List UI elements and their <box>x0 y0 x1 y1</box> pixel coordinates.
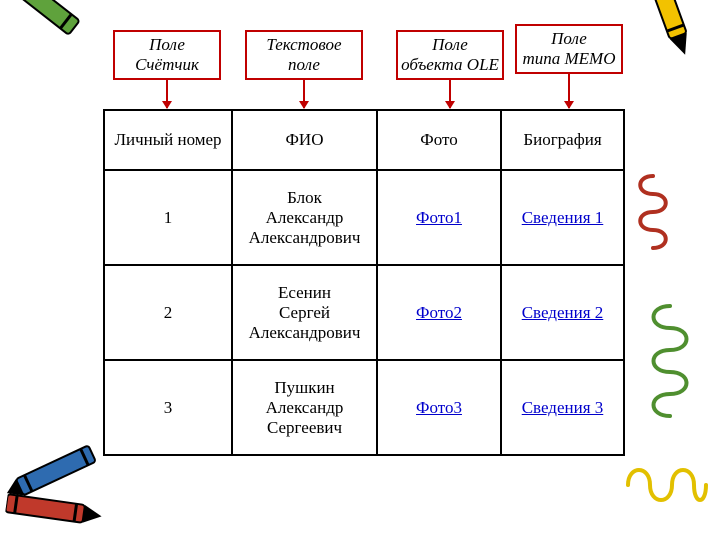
spiral-green-icon <box>640 300 700 435</box>
col-header-fio: ФИО <box>232 110 377 170</box>
field-type-box-ole: Полеобъекта OLE <box>396 30 504 80</box>
bio-link[interactable]: Сведения 2 <box>522 303 604 322</box>
slide-stage: ПолеСчётчик Текстовоеполе Полеобъекта OL… <box>0 0 720 540</box>
cell-bio: Сведения 1 <box>501 170 624 265</box>
cell-fio: ЕсенинСергейАлександрович <box>232 265 377 360</box>
photo-link[interactable]: Фото3 <box>416 398 462 417</box>
cell-fio: БлокАлександрАлександрович <box>232 170 377 265</box>
table-row: 3 ПушкинАлександрСергеевич Фото3 Сведени… <box>104 360 624 455</box>
spiral-red-icon <box>628 168 678 263</box>
cell-photo: Фото3 <box>377 360 501 455</box>
field-type-label: Полетипа MEMO <box>522 29 615 68</box>
spiral-yellow-icon <box>620 455 710 520</box>
field-type-box-text: Текстовоеполе <box>245 30 363 80</box>
col-header-photo: Фото <box>377 110 501 170</box>
cell-photo: Фото1 <box>377 170 501 265</box>
arrow-icon <box>568 74 570 108</box>
bio-link[interactable]: Сведения 3 <box>522 398 604 417</box>
col-header-num: Личный номер <box>104 110 232 170</box>
cell-fio: ПушкинАлександрСергеевич <box>232 360 377 455</box>
crayon-yellow-icon <box>632 0 702 62</box>
crayon-red-icon <box>4 488 107 532</box>
cell-bio: Сведения 3 <box>501 360 624 455</box>
field-type-box-memo: Полетипа MEMO <box>515 24 623 74</box>
field-type-label: Полеобъекта OLE <box>401 35 499 74</box>
cell-num: 2 <box>104 265 232 360</box>
photo-link[interactable]: Фото1 <box>416 208 462 227</box>
bio-link[interactable]: Сведения 1 <box>522 208 604 227</box>
cell-num: 1 <box>104 170 232 265</box>
cell-photo: Фото2 <box>377 265 501 360</box>
arrow-icon <box>303 80 305 108</box>
table-header-row: Личный номер ФИО Фото Биография <box>104 110 624 170</box>
data-table: Личный номер ФИО Фото Биография 1 БлокАл… <box>103 109 625 456</box>
arrow-icon <box>449 80 451 108</box>
cell-num: 3 <box>104 360 232 455</box>
field-type-label: ПолеСчётчик <box>135 35 199 74</box>
field-type-box-counter: ПолеСчётчик <box>113 30 221 80</box>
table-row: 1 БлокАлександрАлександрович Фото1 Сведе… <box>104 170 624 265</box>
col-header-bio: Биография <box>501 110 624 170</box>
crayon-green-icon <box>0 0 89 45</box>
photo-link[interactable]: Фото2 <box>416 303 462 322</box>
cell-bio: Сведения 2 <box>501 265 624 360</box>
arrow-icon <box>166 80 168 108</box>
field-type-label: Текстовоеполе <box>266 35 341 74</box>
table-row: 2 ЕсенинСергейАлександрович Фото2 Сведен… <box>104 265 624 360</box>
